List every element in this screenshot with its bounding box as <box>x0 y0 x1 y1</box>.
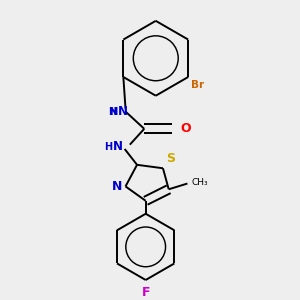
Text: F: F <box>141 286 150 299</box>
Text: S: S <box>166 152 175 165</box>
Text: Br: Br <box>191 80 204 90</box>
Text: N: N <box>109 106 118 116</box>
Text: N: N <box>113 140 123 153</box>
Text: H: H <box>109 106 117 116</box>
Text: CH₃: CH₃ <box>192 178 208 187</box>
Text: O: O <box>180 122 191 135</box>
Text: N: N <box>112 180 123 193</box>
Text: H: H <box>104 142 112 152</box>
Text: N: N <box>118 105 128 118</box>
Text: H: H <box>109 106 117 116</box>
